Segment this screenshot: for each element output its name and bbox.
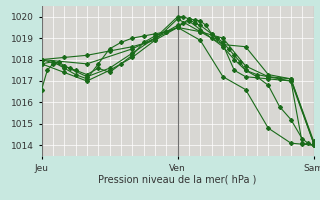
Bar: [42, 27, 314, 49]
Bar: [42, 6, 314, 27]
Bar: [42, 49, 314, 70]
X-axis label: Pression niveau de la mer( hPa ): Pression niveau de la mer( hPa ): [99, 174, 257, 184]
Bar: [42, 135, 314, 156]
Bar: [42, 92, 314, 113]
Bar: [42, 113, 314, 135]
Bar: [42, 70, 314, 92]
